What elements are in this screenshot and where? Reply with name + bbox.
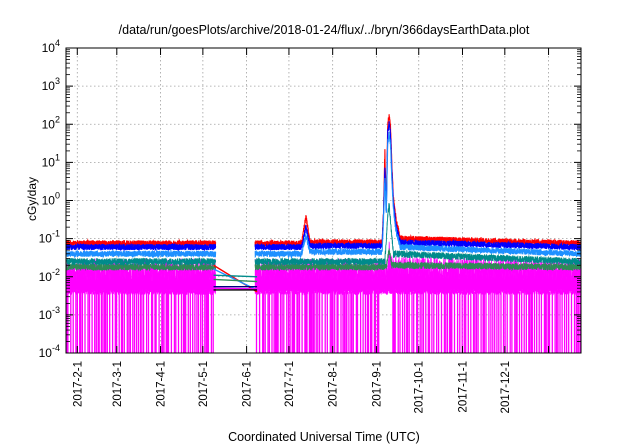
gap-connector-line xyxy=(213,287,258,290)
gap-connector-line xyxy=(213,274,258,278)
x-tick-label: 2017-9-1 xyxy=(371,361,383,407)
y-tick-label: 104 xyxy=(42,38,60,55)
x-tick-label: 2017-4-1 xyxy=(156,361,168,407)
series-line-2e8b57 xyxy=(66,248,581,272)
y-tick-label: 10-3 xyxy=(39,305,60,322)
x-tick-label: 2017-2-1 xyxy=(72,361,84,407)
series-line-ff0000 xyxy=(66,114,581,249)
y-tick-exponent: -1 xyxy=(52,229,60,239)
x-axis-label: Coordinated Universal Time (UTC) xyxy=(228,430,420,444)
gap-connector-line xyxy=(213,278,258,283)
y-tick-exponent: 1 xyxy=(55,152,60,162)
series-line-008b8b xyxy=(66,203,581,267)
y-tick-exponent: -3 xyxy=(52,305,60,315)
y-axis-label: cGy/day xyxy=(25,177,39,221)
x-tick-label: 2017-12-1 xyxy=(500,361,512,413)
y-tick-label: 10-2 xyxy=(39,267,60,284)
y-tick-label: 102 xyxy=(42,114,60,131)
y-tick-label: 103 xyxy=(42,76,60,93)
y-tick-exponent: 2 xyxy=(55,114,60,124)
y-tick-exponent: 3 xyxy=(55,76,60,86)
gap-connector-line xyxy=(213,264,258,293)
x-tick-label: 2017-11-1 xyxy=(457,361,469,413)
y-tick-label: 101 xyxy=(42,152,60,169)
y-tick-exponent: -4 xyxy=(52,343,60,353)
y-tick-label: 100 xyxy=(42,191,60,208)
y-tick-exponent: 0 xyxy=(55,191,60,201)
x-tick-label: 2017-6-1 xyxy=(242,361,254,407)
x-tick-label: 2017-7-1 xyxy=(284,361,296,407)
x-tick-label: 2017-8-1 xyxy=(328,361,340,407)
series-line-1e90ff xyxy=(66,131,581,259)
series-line-0000ff xyxy=(66,121,581,252)
y-tick-label: 10-4 xyxy=(39,343,60,360)
chart-title: /data/run/goesPlots/archive/2018-01-24/f… xyxy=(119,23,530,37)
x-tick-label: 2017-10-1 xyxy=(414,361,426,413)
y-tick-exponent: -2 xyxy=(52,267,60,277)
x-axis-ticks: 2017-2-1 2017-3-1 2017-4-1 2017-5-1 2017-6-1… xyxy=(72,48,550,413)
data-series-group xyxy=(66,114,581,353)
series-magenta-dropouts xyxy=(66,291,581,353)
x-tick-label: 2017-3-1 xyxy=(112,361,124,407)
plot-frame xyxy=(65,47,582,354)
y-tick-label: 10-1 xyxy=(39,229,60,246)
x-tick-label: 2017-5-1 xyxy=(198,361,210,407)
y-tick-exponent: 4 xyxy=(55,38,60,48)
